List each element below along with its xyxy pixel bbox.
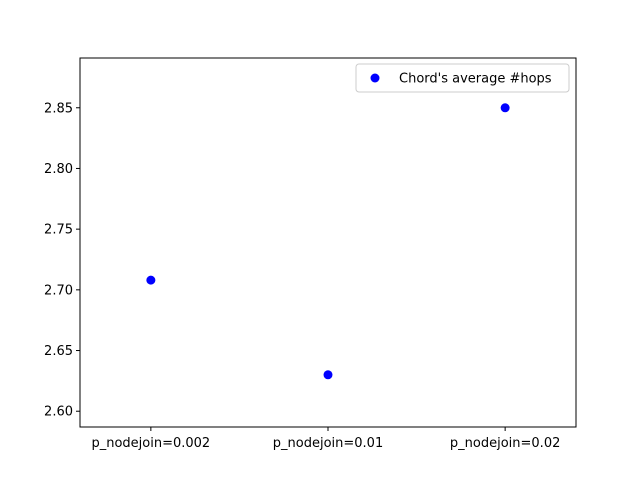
- legend-box: [355, 63, 570, 93]
- x-tick-label: p_nodejoin=0.002: [91, 436, 210, 451]
- legend-label: Chord's average #hops: [399, 72, 552, 87]
- legend-marker: [370, 73, 380, 83]
- data-points: [146, 103, 510, 380]
- data-point: [146, 275, 156, 285]
- y-tick-label: 2.75: [44, 223, 73, 238]
- y-tick-label: 2.60: [44, 405, 73, 420]
- y-tick-label: 2.65: [44, 344, 73, 359]
- x-tick-label: p_nodejoin=0.02: [450, 436, 560, 451]
- x-axis: p_nodejoin=0.002 p_nodejoin=0.01 p_nodejoi…: [91, 427, 560, 451]
- legend: Chord's average #hops: [355, 63, 570, 93]
- data-point: [323, 370, 333, 380]
- y-tick-label: 2.85: [44, 101, 73, 116]
- y-tick-label: 2.80: [44, 162, 73, 177]
- y-axis: 2.60 2.65 2.70 2.75 2.80 2.85: [44, 101, 80, 420]
- data-point: [500, 103, 510, 113]
- x-tick-label: p_nodejoin=0.01: [273, 436, 383, 451]
- y-tick-label: 2.70: [44, 283, 73, 298]
